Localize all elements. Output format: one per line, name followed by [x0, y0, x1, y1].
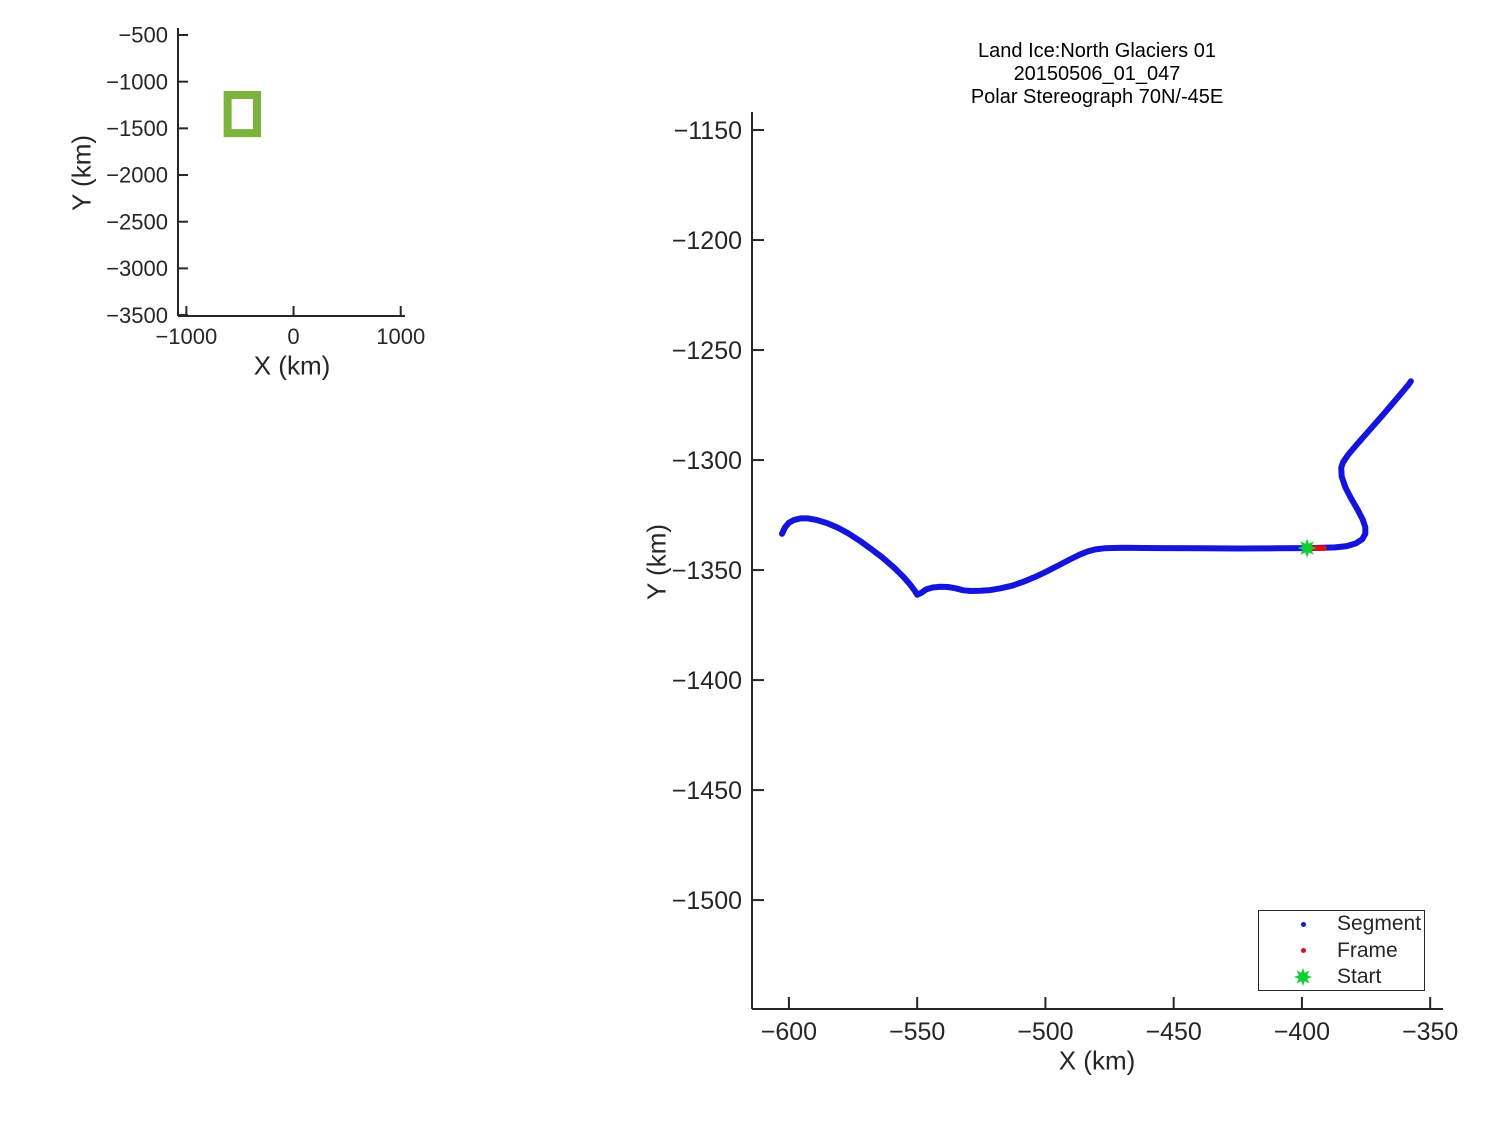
overview-y-tick-label: −500 — [118, 23, 168, 48]
main-x-tick-label: −350 — [1402, 1018, 1458, 1046]
overview-y-tick-label: −1000 — [106, 69, 168, 94]
overview-y-tick-label: −2000 — [106, 163, 168, 188]
legend-label-frame: Frame — [1337, 938, 1398, 962]
overview-plot: −1000 0 1000 −500 −1000 −1500 −2000 −2500 −3000 −… — [106, 23, 425, 349]
main-y-axis-label: Y (km) — [641, 523, 672, 601]
legend-label-start: Start — [1337, 964, 1382, 988]
legend: Segment Frame Start — [1258, 910, 1425, 991]
title-line-3: Polar Stereograph 70N/-45E — [970, 86, 1224, 108]
main-y-tick-label: −1300 — [672, 447, 742, 475]
main-y-tick-label: −1500 — [672, 887, 742, 915]
overview-x-axis-label: X (km) — [253, 350, 331, 381]
main-y-tick-label: −1200 — [672, 227, 742, 255]
legend-start-star — [1294, 967, 1312, 986]
overview-y-axis-label: Y (km) — [66, 134, 97, 212]
main-y-tick-label: −1400 — [672, 667, 742, 695]
main-x-axis-label: X (km) — [1058, 1045, 1136, 1076]
overview-x-tick-label: 0 — [287, 324, 299, 349]
main-y-tick-label: −1150 — [674, 117, 742, 145]
title-line-2: 20150506_01_047 — [1013, 63, 1181, 85]
segment-track-line — [779, 378, 1414, 598]
overview-x-tick-label: 1000 — [376, 324, 425, 349]
legend-item-frame: Frame — [1259, 938, 1424, 964]
main-x-tick-label: −450 — [1146, 1018, 1202, 1046]
start-marker-icon — [1279, 966, 1327, 988]
main-plot: −600 −550 −500 −450 −400 −350 −1150 −1200 −1250 −… — [672, 112, 1458, 1046]
overview-x-tick-label: −1000 — [155, 324, 217, 349]
main-x-tick-label: −500 — [1017, 1018, 1073, 1046]
overview-y-tick-label: −1500 — [106, 116, 168, 141]
overview-y-tick-label: −3000 — [106, 256, 168, 281]
main-y-tick-label: −1350 — [672, 557, 742, 585]
segment-marker-icon — [1279, 921, 1327, 927]
overview-y-tick-label: −2500 — [106, 209, 168, 234]
legend-item-start: Start — [1259, 964, 1424, 990]
main-y-tick-label: −1250 — [672, 337, 742, 365]
legend-item-segment: Segment — [1259, 911, 1424, 937]
main-x-tick-label: −550 — [889, 1018, 945, 1046]
title-line-1: Land Ice:North Glaciers 01 — [978, 40, 1216, 62]
main-y-tick-label: −1450 — [672, 777, 742, 805]
flight-extent-box — [223, 91, 261, 138]
overview-y-tick-label: −3500 — [106, 303, 168, 328]
legend-label-segment: Segment — [1337, 912, 1422, 936]
main-plot-title: Land Ice:North Glaciers 01 20150506_01_0… — [797, 40, 1397, 109]
main-x-tick-label: −400 — [1274, 1018, 1330, 1046]
start-marker — [1297, 538, 1317, 558]
frame-marker-dot — [1320, 545, 1327, 552]
frame-marker-icon — [1279, 948, 1327, 953]
main-x-tick-label: −600 — [761, 1018, 817, 1046]
